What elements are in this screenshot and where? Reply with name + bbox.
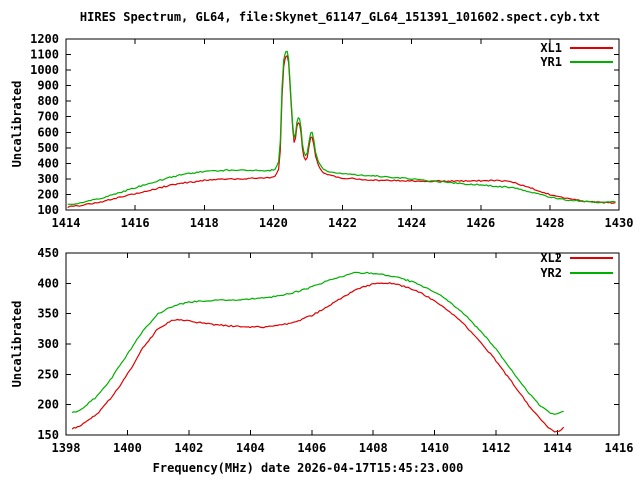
x-tick-label: 1398 <box>52 441 81 455</box>
series-YR2 <box>71 271 564 415</box>
x-tick-label: 1426 <box>466 216 495 230</box>
legend-entry-yr1: YR1 <box>540 55 613 69</box>
y-tick-label: 300 <box>37 337 59 351</box>
x-tick-label: 1408 <box>359 441 388 455</box>
x-axis-label: Frequency(MHz) date 2026-04-17T15:45:23.… <box>152 461 464 475</box>
legend-line-sample-xl1 <box>570 47 613 49</box>
x-tick-label: 1416 <box>121 216 150 230</box>
y-tick-label: 250 <box>37 367 59 381</box>
y-tick-label: 800 <box>37 94 59 108</box>
y-tick-label: 600 <box>37 125 59 139</box>
x-tick-label: 1412 <box>482 441 511 455</box>
plot-border <box>65 38 620 211</box>
x-tick-label: 1420 <box>259 216 288 230</box>
series-XL1 <box>67 55 616 209</box>
series-XL2 <box>71 282 565 433</box>
legend-label-yr2: YR2 <box>540 266 562 280</box>
y-tick-label: 150 <box>37 428 59 442</box>
x-tick-label: 1422 <box>328 216 357 230</box>
y-tick-label: 700 <box>37 110 59 124</box>
x-tick-label: 1414 <box>543 441 572 455</box>
y-tick-label: 1000 <box>30 63 59 77</box>
chart-title: HIRES Spectrum, GL64, file:Skynet_61147_… <box>79 10 601 24</box>
y-tick-label: 1200 <box>30 32 59 46</box>
y-tick-label: 1100 <box>30 48 59 62</box>
x-tick-label: 1410 <box>420 441 449 455</box>
legend-label-xl2: XL2 <box>540 251 562 265</box>
y-axis-label-bottom: Uncalibrated <box>10 300 24 388</box>
legend-entry-xl2: XL2 <box>540 251 613 265</box>
y-tick-label: 450 <box>37 246 59 260</box>
y-tick-label: 350 <box>37 307 59 321</box>
y-tick-label: 300 <box>37 172 59 186</box>
x-tick-label: 1430 <box>605 216 634 230</box>
y-axis-label-top: Uncalibrated <box>10 80 24 168</box>
legend-label-yr1: YR1 <box>540 55 562 69</box>
x-tick-label: 1414 <box>52 216 81 230</box>
x-tick-label: 1418 <box>190 216 219 230</box>
x-tick-label: 1406 <box>297 441 326 455</box>
y-tick-label: 400 <box>37 156 59 170</box>
legend-line-sample-yr2 <box>570 272 613 274</box>
y-tick-label: 200 <box>37 187 59 201</box>
legend-line-sample-yr1 <box>570 61 613 63</box>
plot-border <box>65 252 620 436</box>
y-tick-label: 200 <box>37 398 59 412</box>
x-tick-label: 1400 <box>113 441 142 455</box>
y-tick-label: 100 <box>37 203 59 217</box>
legend-entry-yr2: YR2 <box>540 266 613 280</box>
y-tick-label: 500 <box>37 141 59 155</box>
legend-line-sample-xl2 <box>570 257 613 259</box>
x-tick-label: 1416 <box>605 441 634 455</box>
y-tick-label: 400 <box>37 276 59 290</box>
x-tick-label: 1424 <box>397 216 426 230</box>
y-tick-label: 900 <box>37 79 59 93</box>
x-tick-label: 1402 <box>174 441 203 455</box>
legend-entry-xl1: XL1 <box>540 41 613 55</box>
series-YR1 <box>67 50 616 206</box>
legend-label-xl1: XL1 <box>540 41 562 55</box>
x-tick-label: 1428 <box>535 216 564 230</box>
x-tick-label: 1404 <box>236 441 265 455</box>
